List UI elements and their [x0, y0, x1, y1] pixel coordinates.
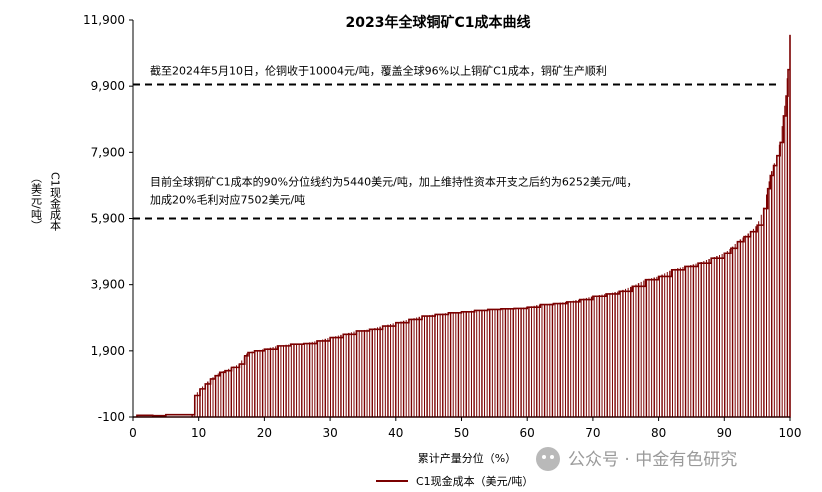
x-tick-label: 100 [779, 426, 802, 440]
x-tick-label: 60 [520, 426, 535, 440]
legend-label: C1现金成本（美元/吨） [416, 474, 533, 488]
cost-bars [191, 34, 791, 417]
chart-title: 2023年全球铜矿C1成本曲线 [346, 14, 531, 31]
x-tick-label: 90 [717, 426, 732, 440]
x-axis-label: 累计产量分位（%） [418, 451, 516, 465]
annotation-lme: 截至2024年5月10日，伦铜收于10004元/吨，覆盖全球96%以上铜矿C1成… [150, 64, 607, 78]
annotation-90pct-line2: 加成20%毛利对应7502美元/吨 [150, 193, 305, 207]
x-tick-label: 80 [651, 426, 666, 440]
y-tick-label: 11,900 [83, 13, 125, 27]
watermark-text: 公众号 · 中金有色研究 [568, 450, 737, 470]
y-tick-label: 3,900 [91, 278, 125, 292]
x-tick-label: 20 [257, 426, 272, 440]
y-tick-label: 9,900 [91, 79, 125, 93]
y-tick-label: 5,900 [91, 212, 125, 226]
x-tick-label: 70 [585, 426, 600, 440]
cost-curve-area [133, 34, 791, 418]
y-axis-label: C1现金成本 （美元/吨） [30, 172, 62, 231]
y-tick-label: 1,900 [91, 344, 125, 358]
legend: C1现金成本（美元/吨） [376, 474, 533, 488]
y-tick-label: -100 [98, 410, 125, 424]
watermark: 公众号 · 中金有色研究 [536, 447, 737, 471]
x-tick-label: 0 [129, 426, 137, 440]
annotation-90pct-line1: 目前全球铜矿C1成本的90%分位线约为5440美元/吨，加上维持性资本开支之后约… [150, 175, 638, 189]
x-tick-label: 10 [191, 426, 206, 440]
y-tick-label: 7,900 [91, 145, 125, 159]
y-axis-label-line2: （美元/吨） [30, 172, 43, 231]
x-tick-label: 30 [322, 426, 337, 440]
x-tick-label: 50 [454, 426, 469, 440]
x-tick-label: 40 [388, 426, 403, 440]
y-axis-label-line1: C1现金成本 [49, 172, 62, 231]
wechat-icon [536, 447, 560, 471]
